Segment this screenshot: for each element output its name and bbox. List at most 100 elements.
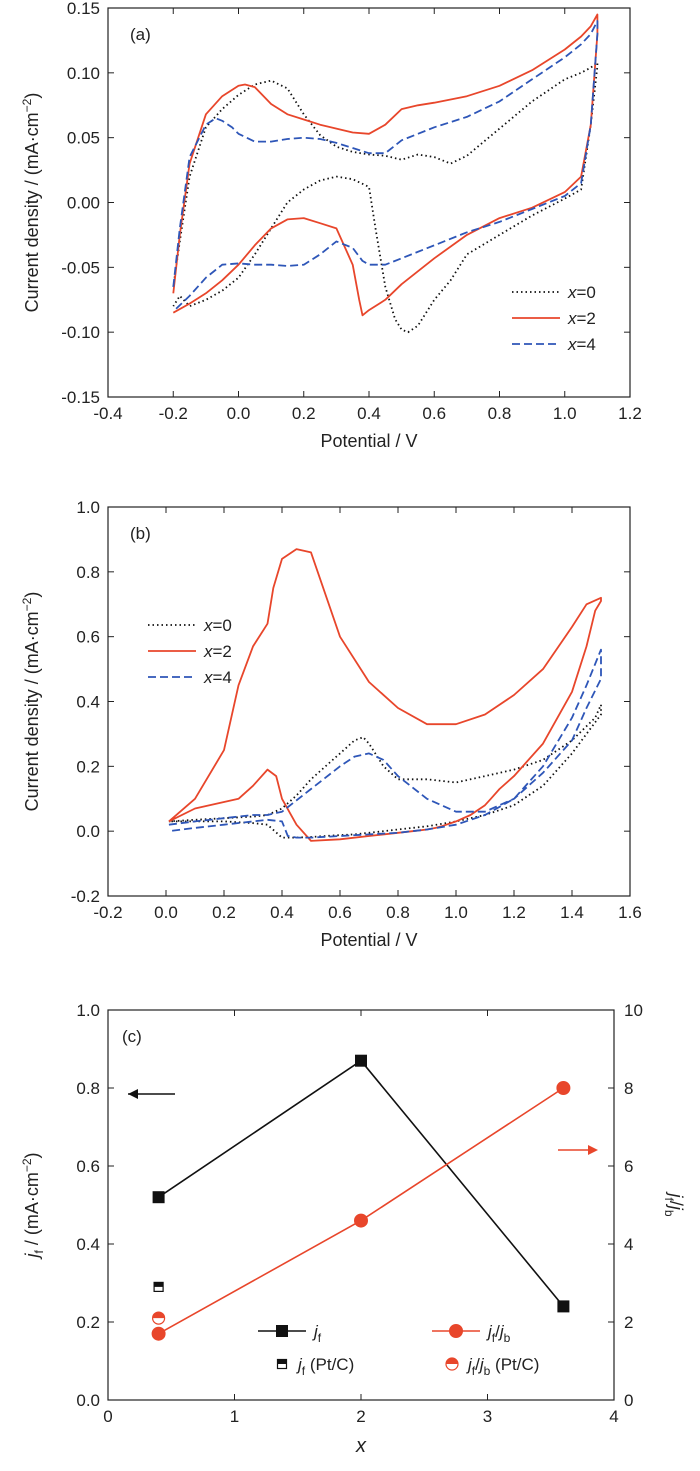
legend-slash: / — [475, 1355, 480, 1374]
legend-var: j — [478, 1355, 485, 1374]
x-tick-label: 0.4 — [270, 903, 294, 922]
series-line — [158, 1059, 565, 1307]
data-point-half-circle — [152, 1311, 166, 1325]
legend-label: jf/jb — [486, 1322, 511, 1345]
y-tick-label: -0.10 — [61, 323, 100, 342]
legend-sub: f — [318, 1331, 322, 1345]
y-tick-label: -0.15 — [61, 388, 100, 407]
x-axis-label: Potential / V — [320, 930, 417, 950]
legend-label: jf/jb (Pt/C) — [466, 1355, 539, 1378]
legend-sub: f — [472, 1364, 476, 1378]
y-tick-label: 0.05 — [67, 129, 100, 148]
legend-label-value: =2 — [577, 309, 596, 328]
y-axis-label-main: / (mA·cm — [22, 1172, 42, 1250]
x-tick-label: -0.4 — [93, 404, 122, 423]
left-axis-arrowhead — [128, 1089, 138, 1099]
legend-label: x=2 — [203, 642, 232, 661]
x-tick-label: 0.2 — [212, 903, 236, 922]
x-tick-label: 0.8 — [386, 903, 410, 922]
y-tick-label: 1.0 — [76, 498, 100, 517]
y-tick-label: 0.6 — [76, 1157, 100, 1176]
plot-frame — [107, 1009, 615, 1401]
legend-label: x=4 — [567, 335, 596, 354]
legend-label-value: =0 — [213, 616, 232, 635]
x-tick-label: 1 — [230, 1407, 239, 1426]
y2-axis-label-slash: / — [666, 1201, 686, 1206]
x-tick-label: 1.6 — [618, 903, 642, 922]
y-axis-label-sup: −2 — [20, 98, 34, 112]
y2-axis-label-var: j — [666, 1190, 686, 1198]
legend-label-value: =4 — [577, 335, 596, 354]
series-line-solid — [168, 548, 602, 842]
legend-label: x=4 — [203, 668, 232, 687]
y2-tick-label: 8 — [624, 1079, 633, 1098]
y-axis-label-main: Current density / (mA·cm — [22, 112, 42, 312]
y-tick-label: 0.4 — [76, 693, 100, 712]
legend-sub: b — [504, 1331, 511, 1345]
y-tick-label: 0.0 — [76, 822, 100, 841]
legend-label: x=2 — [567, 309, 596, 328]
x-axis-label: Potential / V — [320, 431, 417, 451]
x-tick-label: 1.2 — [502, 903, 526, 922]
y-tick-label: 0.00 — [67, 194, 100, 213]
legend-label: x=0 — [567, 283, 596, 302]
x-tick-label: 0.6 — [422, 404, 446, 423]
legend-label-var: x — [567, 335, 577, 354]
legend-var: j — [498, 1322, 505, 1341]
series-line-solid — [172, 13, 599, 317]
y-tick-label: 0.10 — [67, 64, 100, 83]
x-axis-label: x — [355, 1435, 367, 1457]
y2-axis-label-sub: b — [662, 1210, 676, 1217]
legend-sub: f — [302, 1364, 306, 1378]
y-axis-label-end: ) — [22, 93, 42, 99]
y-tick-label: -0.05 — [61, 258, 100, 277]
legend-label: x=0 — [203, 616, 232, 635]
data-point-circle — [151, 1326, 166, 1341]
y-tick-label: 0.6 — [76, 628, 100, 647]
y-axis-label: jf / (mA·cm−2) — [20, 1152, 46, 1260]
x-tick-label: 0.0 — [227, 404, 251, 423]
y-tick-label: 0.15 — [67, 0, 100, 18]
legend-label-var: x — [203, 668, 213, 687]
chart-panel-b: -0.2 0.0 0.2 0.4 0.6 0.8 1.0 1.2 1.4 1.6 -0.2 0.0 0.… — [20, 498, 642, 950]
marker-fill — [446, 1358, 458, 1364]
x-tick-label: 0.4 — [357, 404, 381, 423]
y2-axis-label: jf/jb — [662, 1190, 686, 1216]
legend-marker — [276, 1325, 288, 1337]
y2-tick-label: 2 — [624, 1313, 633, 1332]
legend-var: j — [312, 1322, 319, 1341]
x-tick-label: 0.2 — [292, 404, 316, 423]
y-axis-label: Current density / (mA·cm−2) — [20, 93, 42, 313]
marker-fill — [152, 1312, 165, 1319]
chart-panel-a: -0.4 -0.2 0.0 0.2 0.4 0.6 0.8 1.0 1.2 -0.15 -0.10 -… — [20, 0, 642, 451]
legend-var: j — [296, 1355, 303, 1374]
x-tick-label: 0 — [103, 1407, 112, 1426]
panel-label: (c) — [122, 1027, 142, 1046]
legend-label-var: x — [203, 616, 213, 635]
data-point-circle — [354, 1213, 368, 1228]
x-tick-label: 0.0 — [154, 903, 178, 922]
legend-var: j — [486, 1322, 493, 1341]
y-tick-label: 0.2 — [76, 1313, 100, 1332]
y-axis-label-main: Current density / (mA·cm — [22, 611, 42, 811]
legend-sub: f — [492, 1331, 496, 1345]
legend-marker — [445, 1357, 459, 1371]
plot-frame — [107, 506, 631, 897]
series-line-dashed — [168, 648, 602, 839]
legend-suffix: (Pt/C) — [490, 1355, 539, 1374]
y-axis-label-var: j — [22, 1253, 42, 1261]
y-tick-label: 0.2 — [76, 757, 100, 776]
x-tick-label: 3 — [483, 1407, 492, 1426]
legend-marker — [449, 1324, 463, 1338]
y2-tick-label: 0 — [624, 1391, 633, 1410]
x-tick-label: 1.4 — [560, 903, 584, 922]
data-point-circle — [556, 1081, 571, 1095]
y2-tick-label: 10 — [624, 1001, 643, 1020]
x-tick-label: -0.2 — [159, 404, 188, 423]
data-point-square — [355, 1054, 367, 1067]
y-tick-label: -0.2 — [71, 887, 100, 906]
x-tick-label: 1.0 — [444, 903, 468, 922]
legend-sub: b — [484, 1364, 491, 1378]
